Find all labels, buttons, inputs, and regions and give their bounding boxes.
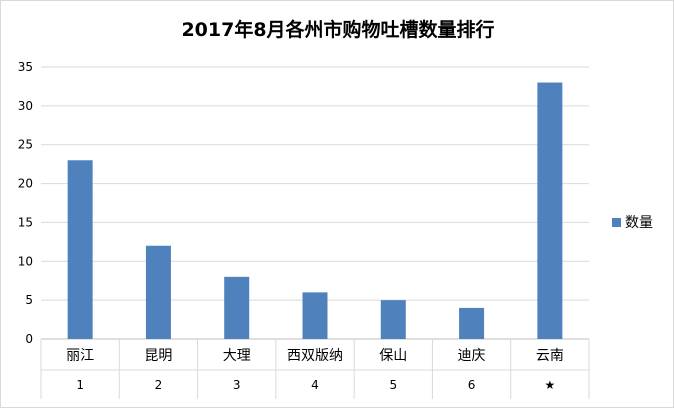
x-index-label: 6 xyxy=(468,378,476,392)
bar xyxy=(459,307,485,339)
legend-label: 数量 xyxy=(625,215,653,231)
y-tick-label: 20 xyxy=(18,177,33,191)
y-tick-label: 15 xyxy=(18,215,33,229)
bar xyxy=(302,292,328,339)
legend-swatch xyxy=(612,217,621,227)
y-tick-label: 10 xyxy=(18,254,33,268)
bar xyxy=(380,300,406,339)
x-index-label: 2 xyxy=(155,378,163,392)
y-tick-label: 0 xyxy=(25,332,33,346)
y-tick-label: 5 xyxy=(25,293,33,307)
x-category-label: 丽江 xyxy=(66,348,94,364)
x-category-label: 云南 xyxy=(536,348,564,364)
bar xyxy=(67,160,93,339)
x-category-label: 西双版纳 xyxy=(287,348,343,364)
y-tick-label: 30 xyxy=(18,99,33,113)
x-category-label: 大理 xyxy=(223,348,251,364)
x-category-label: 迪庆 xyxy=(458,348,486,364)
bar xyxy=(145,245,171,339)
bar xyxy=(537,82,563,340)
x-category-label: 昆明 xyxy=(144,348,172,364)
y-tick-label: 25 xyxy=(18,138,33,152)
x-index-label: 5 xyxy=(389,378,397,392)
x-category-label: 保山 xyxy=(379,348,407,364)
bar xyxy=(224,276,250,339)
x-index-label: 4 xyxy=(311,378,319,392)
legend: 数量 xyxy=(612,212,653,232)
y-tick-label: 35 xyxy=(18,60,33,74)
chart-title: 2017年8月各州市购物吐槽数量排行 xyxy=(181,19,495,41)
x-index-label: 1 xyxy=(76,378,84,392)
x-index-label: ★ xyxy=(544,378,555,392)
x-index-label: 3 xyxy=(233,378,241,392)
